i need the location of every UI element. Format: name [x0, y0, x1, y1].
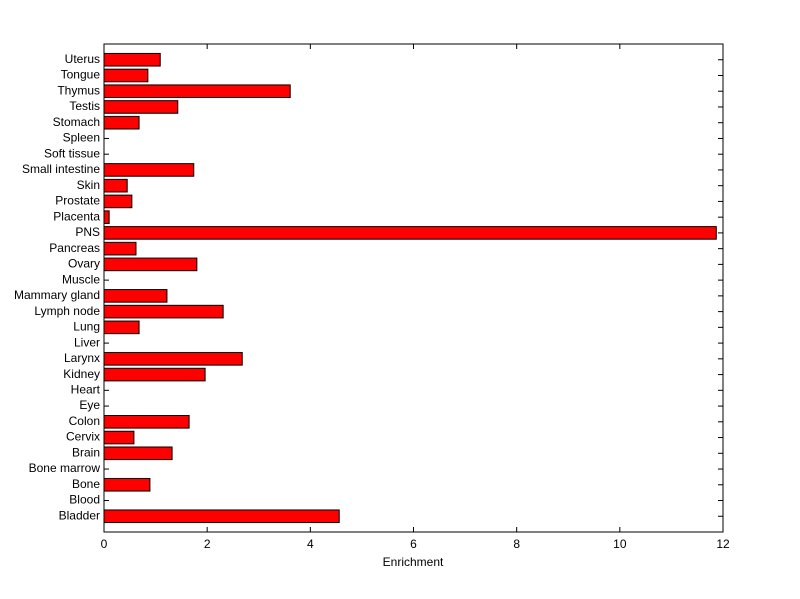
y-tick-label: Bladder [59, 508, 100, 522]
y-tick-label: Lung [73, 320, 100, 334]
y-tick-label: Cervix [66, 430, 100, 444]
y-tick-label: Prostate [55, 194, 100, 208]
x-tick-label: 0 [101, 537, 108, 551]
x-tick-label: 6 [410, 537, 417, 551]
y-tick-label: Blood [69, 493, 100, 507]
y-tick-label: Colon [69, 414, 100, 428]
bar [103, 415, 190, 429]
plot-area [104, 44, 723, 532]
y-tick-label: Small intestine [22, 162, 100, 176]
y-tick-label: Spleen [63, 131, 100, 145]
y-tick-label: Placenta [53, 209, 100, 223]
x-tick-label: 2 [204, 537, 211, 551]
bar [103, 304, 224, 319]
y-tick-label: Bone marrow [29, 461, 101, 475]
y-tick-label: PNS [75, 225, 100, 239]
y-tick-label: Heart [71, 382, 101, 396]
plot-frame [103, 43, 724, 533]
bar [103, 68, 149, 83]
y-tick-label: Larynx [64, 351, 100, 365]
bar [103, 257, 198, 272]
bar [103, 194, 133, 209]
y-tick-label: Thymus [57, 83, 100, 97]
y-tick-label: Stomach [53, 115, 100, 129]
x-axis-label: Enrichment [383, 555, 444, 569]
bar [103, 178, 128, 193]
y-tick-label: Uterus [65, 52, 100, 66]
x-tick-label: 8 [513, 537, 520, 551]
bar [103, 367, 206, 382]
x-tick-label: 4 [307, 537, 314, 551]
bar [103, 163, 195, 177]
bar [103, 289, 168, 303]
y-tick-label: Ovary [68, 257, 100, 271]
bar [103, 320, 140, 335]
bar [103, 115, 140, 130]
y-tick-label: Skin [77, 178, 100, 192]
bar [103, 100, 179, 114]
y-tick-label: Muscle [62, 272, 100, 286]
bar [103, 509, 340, 524]
bar [103, 226, 717, 240]
bar [103, 84, 291, 99]
bar [103, 241, 137, 256]
bar [103, 352, 243, 366]
y-tick-label: Lymph node [34, 304, 100, 318]
x-tick-label: 12 [716, 537, 730, 551]
x-tick-label: 10 [613, 537, 627, 551]
y-tick-label: Kidney [63, 367, 100, 381]
bar [103, 446, 173, 461]
y-tick-label: Mammary gland [14, 288, 100, 302]
y-tick-label: Liver [74, 335, 100, 349]
bar [103, 52, 161, 67]
y-tick-label: Testis [69, 99, 100, 113]
y-tick-label: Brain [72, 445, 100, 459]
y-tick-label: Pancreas [49, 241, 100, 255]
y-tick-label: Bone [72, 477, 100, 491]
bar [103, 430, 135, 445]
y-tick-label: Eye [79, 398, 100, 412]
bar [103, 477, 151, 492]
y-tick-label: Soft tissue [44, 146, 100, 160]
bar [103, 210, 110, 224]
y-tick-label: Tongue [61, 68, 101, 82]
